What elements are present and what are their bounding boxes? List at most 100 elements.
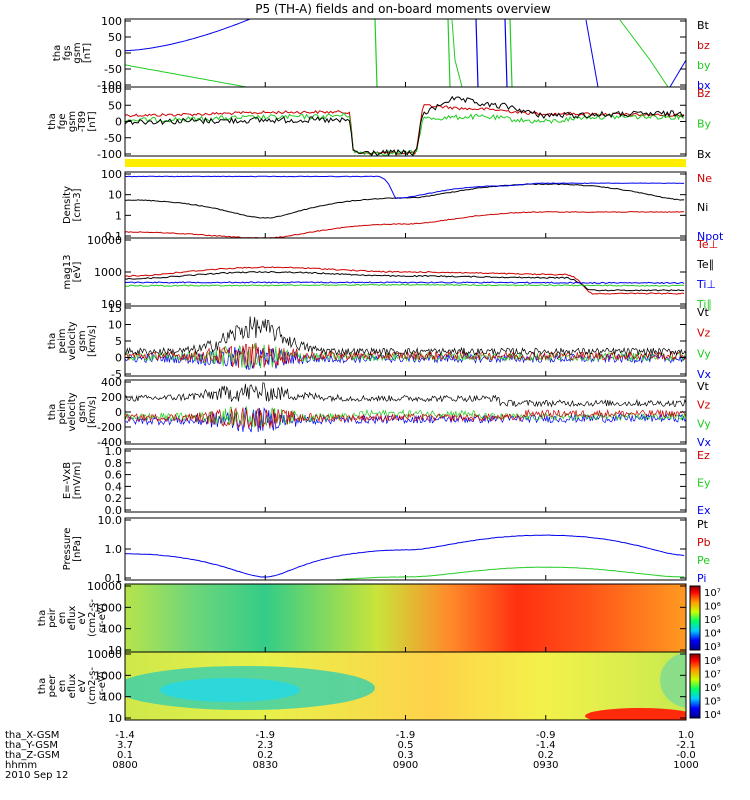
y-axis-label: Density[cm-3] — [62, 186, 83, 224]
y-axis-label-line: eV — [77, 611, 88, 624]
legend-entry: Vy — [697, 347, 711, 360]
legend-entry: Ti∥ — [696, 298, 712, 311]
colorbar-tick-label: 10⁴ — [704, 629, 721, 640]
footer-date: 2010 Sep 12 — [5, 770, 68, 781]
legend-entry: Vz — [697, 327, 711, 340]
colorbar — [689, 653, 701, 719]
series-spike — [447, 19, 451, 87]
legend-entry: Pt — [697, 518, 709, 531]
colorbar-tick-label: 10⁶ — [704, 683, 721, 694]
spectrogram-edge-region — [660, 652, 686, 708]
panel-efield: 1.00.80.60.40.20.0 E=-VxB[mV/m] Ez Ey Ex — [62, 445, 711, 517]
legend-entry: Bz — [697, 87, 711, 100]
footer-value: 0800 — [112, 760, 137, 771]
series-vx — [125, 407, 686, 433]
series-vt — [125, 316, 686, 357]
panel-stack: 100500-50-100thafgsgsm[nT]Btbzbybx100500… — [37, 15, 724, 725]
data-gap-bar — [125, 159, 686, 167]
y-axis-label-line: [mV/m] — [72, 462, 83, 500]
y-tick-label: 10000 — [87, 648, 122, 661]
panel-temp: 10000 1000 100 mag13[eV] Te⊥ Te∥ Ti⊥ Ti∥ — [62, 234, 718, 311]
panel-vel2: 400 200 0 -200 -400 thapeimvelocitygsm[km/s] V… — [47, 376, 712, 449]
footer-value: 0.3 — [398, 750, 414, 761]
y-tick-label: 0.8 — [105, 457, 123, 470]
y-axis-label-line: tha — [37, 610, 48, 626]
y-tick-label: 1 — [115, 209, 122, 222]
y-tick-label: 0.1 — [105, 230, 123, 243]
y-tick-label: 0 — [115, 47, 122, 60]
panel-frame — [124, 18, 687, 88]
legend-entry: Bt — [697, 19, 710, 32]
series-bx-segment — [585, 19, 599, 87]
y-axis-label: thapeimvelocitygsm[km/s] — [47, 321, 98, 360]
y-tick-label: 0.1 — [105, 572, 123, 585]
panel-frame — [124, 171, 687, 239]
legend-entry: Ez — [697, 449, 710, 462]
y-tick-label: 10000 — [87, 580, 122, 593]
legend-entry: Vx — [697, 368, 712, 381]
colorbar — [689, 585, 701, 651]
legend-entry: bx — [697, 79, 711, 92]
y-axis-label-line: eflux — [67, 674, 78, 699]
series-spike — [509, 19, 513, 87]
y-tick-label: 10 — [108, 712, 122, 725]
footer-value: -1.9 — [396, 730, 416, 741]
y-axis-label-line: tha — [47, 113, 58, 129]
y-axis-label-line: [nT] — [87, 111, 98, 131]
y-axis-label-line: sr-eV) — [97, 671, 108, 700]
y-axis-label-line: tha — [37, 678, 48, 694]
colorbar-tick-label: 10⁵ — [704, 697, 721, 708]
panel-frame — [124, 517, 687, 581]
footer-row-label: tha_X-GSM — [5, 730, 59, 741]
y-axis-label-line: [nPa] — [72, 536, 83, 562]
series-pi — [125, 534, 685, 578]
legend-entry: Te⊥ — [696, 238, 718, 251]
series-bz — [125, 104, 685, 156]
y-axis-label: thapeerenefluxeV(cm2-s-sr-eV) — [37, 667, 108, 705]
footer-value: 1.0 — [678, 730, 694, 741]
footer-value: 0930 — [533, 760, 558, 771]
y-tick-label: 0 — [115, 406, 122, 419]
footer-value: 0.1 — [117, 750, 133, 761]
series-by — [125, 64, 250, 87]
panel-vel1: 15 10 5 0 -5 thapeimvelocitygsm[km/s] Vt Vz Vy Vx — [47, 302, 712, 381]
panel-vel1-data — [125, 316, 686, 371]
panel-pressure-data — [125, 534, 685, 580]
time-axis-footer: tha_X-GSM -1.4 -1.9 -1.9 -0.9 1.0 tha_Y-GSM 3.7… — [5, 730, 699, 781]
legend-entry: Ni — [697, 201, 708, 214]
y-axis-label-line: velocity — [67, 392, 78, 431]
y-tick-label: 100 — [101, 623, 122, 636]
y-axis-label: Pressure[nPa] — [62, 528, 83, 571]
legend-entry: Pe — [697, 554, 710, 567]
legend-entry: Vy — [697, 417, 711, 430]
y-axis-label-line: peir — [47, 607, 58, 627]
y-tick-label: 1.0 — [105, 445, 123, 458]
y-axis-label-line: eflux — [67, 606, 78, 631]
spectrogram-cool-core — [160, 678, 300, 702]
y-tick-label: 15 — [108, 302, 122, 315]
legend-entry: Te∥ — [696, 258, 714, 271]
series-vt — [125, 382, 686, 408]
y-tick-label: 5 — [115, 335, 122, 348]
y-axis-label-line: peim — [57, 399, 68, 424]
y-axis-label-line: Pressure — [62, 528, 73, 571]
footer-row-label: tha_Y-GSM — [5, 740, 58, 751]
series-ni — [125, 183, 685, 219]
plot-title: P5 (TH-A) fields and on-board moments ov… — [255, 2, 551, 16]
legend-entry: bz — [697, 39, 710, 52]
y-axis-label-line: [nT] — [82, 43, 93, 63]
spectrogram-ion — [125, 584, 686, 652]
y-tick-label: 0 — [115, 352, 122, 365]
series-ti-perp — [125, 281, 685, 285]
footer-value: -2.1 — [676, 740, 696, 751]
series-bx — [125, 95, 685, 156]
footer-value: 1000 — [673, 760, 698, 771]
y-axis-label-line: sr-eV) — [97, 603, 108, 632]
footer-row-label: tha_Z-GSM — [5, 750, 60, 761]
y-axis-label-line: fge — [57, 113, 68, 129]
y-axis-label-line: tha — [47, 404, 58, 420]
y-axis-label-line: en — [57, 612, 68, 625]
y-axis-label-line: velocity — [67, 321, 78, 360]
footer-value: -0.0 — [676, 750, 696, 761]
